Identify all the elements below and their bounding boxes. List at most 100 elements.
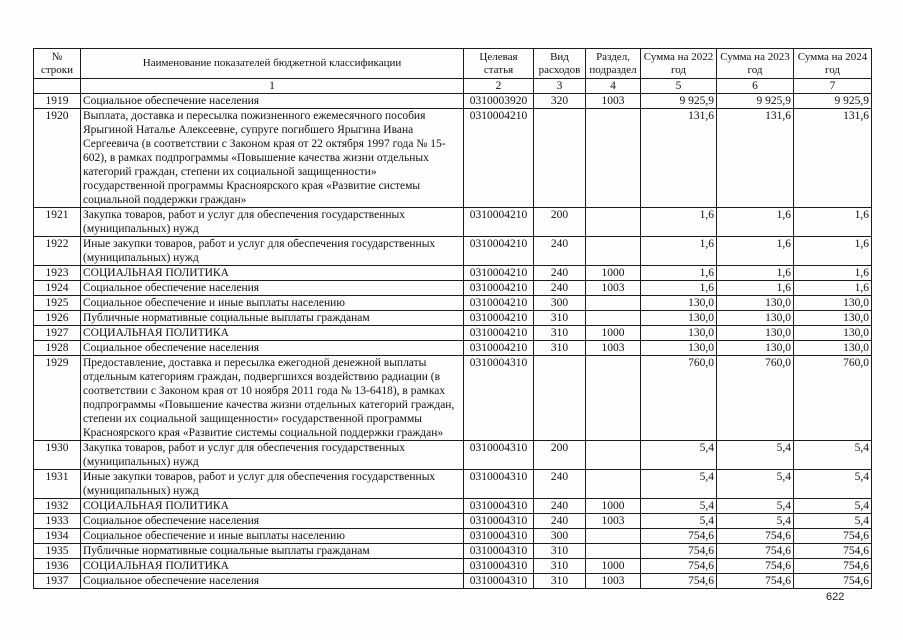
sum-2024-cell: 1,6 — [793, 236, 872, 266]
sum-2023-cell: 1,6 — [716, 207, 794, 237]
expense-type-cell: 200 — [533, 440, 586, 470]
expense-type-cell: 240 — [533, 513, 586, 529]
sum-2024-cell: 754,6 — [793, 558, 872, 574]
sum-2024-cell: 5,4 — [793, 469, 872, 499]
sum-2023-cell: 5,4 — [716, 440, 794, 470]
sum-2023-cell: 760,0 — [716, 355, 794, 441]
column-number-cell: 2 — [463, 78, 534, 94]
table-row: 1923 СОЦИАЛЬНАЯ ПОЛИТИКА 0310004210 240 … — [33, 265, 872, 281]
sum-2022-cell: 754,6 — [640, 573, 717, 589]
section-cell — [585, 355, 641, 441]
name-cell: Социальное обеспечение населения — [80, 340, 464, 356]
sum-2022-cell: 1,6 — [640, 265, 717, 281]
column-number-cell: 5 — [640, 78, 717, 94]
target-article-cell: 0310003920 — [463, 93, 534, 109]
target-article-cell: 0310004310 — [463, 558, 534, 574]
expense-type-cell: 240 — [533, 469, 586, 499]
sum-2023-cell: 754,6 — [716, 543, 794, 559]
section-cell — [585, 207, 641, 237]
sum-2024-cell: 130,0 — [793, 310, 872, 326]
table-row: 1932 СОЦИАЛЬНАЯ ПОЛИТИКА 0310004310 240 … — [33, 498, 872, 514]
section-cell — [585, 310, 641, 326]
expense-type-cell: 310 — [533, 558, 586, 574]
section-cell: 1000 — [585, 558, 641, 574]
section-cell — [585, 295, 641, 311]
sum-2023-cell: 5,4 — [716, 498, 794, 514]
sum-2024-cell: 130,0 — [793, 295, 872, 311]
sum-2022-cell: 5,4 — [640, 440, 717, 470]
expense-type-cell: 240 — [533, 236, 586, 266]
row-number-cell: 1921 — [33, 207, 81, 237]
expense-type-cell: 320 — [533, 93, 586, 109]
sum-2023-cell: 5,4 — [716, 469, 794, 499]
table-row: 1930 Закупка товаров, работ и услуг для … — [33, 440, 872, 470]
sum-2024-cell: 5,4 — [793, 513, 872, 529]
name-cell: Социальное обеспечение населения — [80, 513, 464, 529]
sum-2022-cell: 5,4 — [640, 513, 717, 529]
header-cell-row-number: № строки — [33, 48, 81, 79]
name-cell: Иные закупки товаров, работ и услуг для … — [80, 469, 464, 499]
table-header-row: № строки Наименование показателей бюджет… — [33, 48, 872, 79]
table-row: 1921 Закупка товаров, работ и услуг для … — [33, 207, 872, 237]
target-article-cell: 0310004210 — [463, 310, 534, 326]
row-number-cell: 1919 — [33, 93, 81, 109]
target-article-cell: 0310004310 — [463, 543, 534, 559]
expense-type-cell: 240 — [533, 265, 586, 281]
sum-2023-cell: 130,0 — [716, 310, 794, 326]
target-article-cell: 0310004210 — [463, 340, 534, 356]
sum-2023-cell: 131,6 — [716, 108, 794, 208]
expense-type-cell: 310 — [533, 325, 586, 341]
sum-2024-cell: 1,6 — [793, 207, 872, 237]
sum-2022-cell: 1,6 — [640, 236, 717, 266]
column-number-cell-blank — [33, 78, 81, 94]
sum-2023-cell: 130,0 — [716, 340, 794, 356]
row-number-cell: 1923 — [33, 265, 81, 281]
target-article-cell: 0310004310 — [463, 573, 534, 589]
name-cell: СОЦИАЛЬНАЯ ПОЛИТИКА — [80, 325, 464, 341]
row-number-cell: 1922 — [33, 236, 81, 266]
name-cell: Социальное обеспечение населения — [80, 93, 464, 109]
target-article-cell: 0310004210 — [463, 325, 534, 341]
sum-2022-cell: 131,6 — [640, 108, 717, 208]
name-cell: Предоставление, доставка и пересылка еже… — [80, 355, 464, 441]
expense-type-cell: 200 — [533, 207, 586, 237]
target-article-cell: 0310004210 — [463, 280, 534, 296]
sum-2024-cell: 1,6 — [793, 280, 872, 296]
header-cell-name: Наименование показателей бюджетной класс… — [80, 48, 464, 79]
column-numbers-row: 1 2 3 4 5 6 7 — [33, 78, 872, 94]
expense-type-cell: 310 — [533, 340, 586, 356]
sum-2024-cell: 130,0 — [793, 325, 872, 341]
sum-2023-cell: 754,6 — [716, 528, 794, 544]
expense-type-cell: 300 — [533, 528, 586, 544]
sum-2024-cell: 754,6 — [793, 573, 872, 589]
section-cell — [585, 543, 641, 559]
row-number-cell: 1937 — [33, 573, 81, 589]
sum-2023-cell: 130,0 — [716, 325, 794, 341]
sum-2024-cell: 1,6 — [793, 265, 872, 281]
header-cell-sum-2022: Сумма на 2022 год — [640, 48, 717, 79]
sum-2022-cell: 130,0 — [640, 325, 717, 341]
expense-type-cell: 310 — [533, 543, 586, 559]
sum-2022-cell: 1,6 — [640, 280, 717, 296]
sum-2023-cell: 754,6 — [716, 558, 794, 574]
section-cell: 1000 — [585, 265, 641, 281]
row-number-cell: 1932 — [33, 498, 81, 514]
column-number-cell: 3 — [533, 78, 586, 94]
name-cell: СОЦИАЛЬНАЯ ПОЛИТИКА — [80, 558, 464, 574]
header-cell-sum-2024: Сумма на 2024 год — [793, 48, 872, 79]
expense-type-cell: 310 — [533, 573, 586, 589]
sum-2023-cell: 1,6 — [716, 236, 794, 266]
target-article-cell: 0310004310 — [463, 498, 534, 514]
table-row: 1928 Социальное обеспечение населения 03… — [33, 340, 872, 356]
sum-2023-cell: 1,6 — [716, 280, 794, 296]
row-number-cell: 1934 — [33, 528, 81, 544]
table-row: 1933 Социальное обеспечение населения 03… — [33, 513, 872, 529]
name-cell: Выплата, доставка и пересылка пожизненно… — [80, 108, 464, 208]
table-row: 1925 Социальное обеспечение и иные выпла… — [33, 295, 872, 311]
column-number-cell: 4 — [585, 78, 641, 94]
expense-type-cell: 240 — [533, 280, 586, 296]
section-cell: 1000 — [585, 498, 641, 514]
section-cell: 1003 — [585, 573, 641, 589]
table-body: 1919 Социальное обеспечение населения 03… — [33, 93, 872, 589]
table-row: 1936 СОЦИАЛЬНАЯ ПОЛИТИКА 0310004310 310 … — [33, 558, 872, 574]
